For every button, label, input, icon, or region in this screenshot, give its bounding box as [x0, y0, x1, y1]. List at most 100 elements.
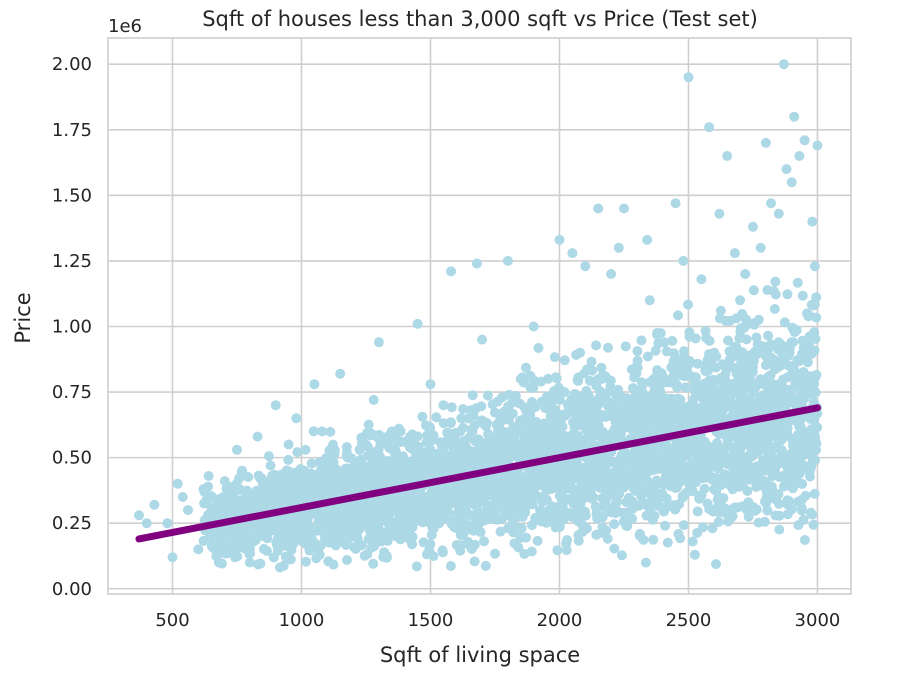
scatter-point: [662, 537, 673, 548]
scatter-point: [492, 496, 503, 507]
scatter-point: [776, 347, 787, 358]
scatter-point: [361, 428, 372, 439]
scatter-point: [463, 539, 474, 550]
scatter-point: [580, 510, 591, 521]
scatter-point: [652, 327, 663, 338]
scatter-point: [420, 493, 431, 504]
scatter-point: [793, 520, 804, 531]
scatter-point: [517, 511, 528, 522]
scatter-point: [646, 394, 657, 404]
scatter-point: [323, 556, 334, 567]
scatter-point: [291, 413, 302, 424]
scatter-point: [458, 422, 469, 433]
scatter-point: [417, 411, 428, 422]
scatter-point: [253, 470, 264, 481]
scatter-point: [201, 495, 212, 506]
scatter-point: [665, 446, 676, 456]
scatter-point: [574, 433, 585, 444]
scatter-point: [640, 557, 651, 568]
scatter-point: [349, 470, 360, 481]
scatter-point: [308, 543, 318, 554]
scatter-point: [654, 368, 664, 379]
scatter-point: [713, 463, 724, 474]
scatter-point: [526, 404, 537, 415]
x-tick-label: 3000: [795, 610, 841, 631]
scatter-point: [723, 335, 734, 346]
scatter-point: [528, 321, 539, 332]
scatter-point: [525, 430, 536, 440]
scatter-point: [722, 435, 733, 446]
scatter-point: [622, 521, 633, 532]
scatter-point: [673, 310, 683, 321]
scatter-point: [660, 479, 671, 490]
scatter-point: [768, 286, 779, 297]
scatter-point: [588, 492, 599, 503]
scatter-point: [636, 377, 647, 388]
scatter-point: [631, 360, 642, 371]
scatter-point: [573, 413, 584, 424]
y-offset-label: 1e6: [108, 16, 142, 37]
scatter-point: [392, 495, 403, 506]
scatter-point: [704, 122, 715, 133]
scatter-point: [755, 466, 766, 477]
scatter-point: [660, 520, 671, 531]
scatter-point: [609, 543, 620, 554]
y-tick-label: 1.75: [52, 120, 92, 141]
scatter-point: [232, 444, 242, 455]
scatter-point: [753, 517, 764, 528]
scatter-point: [340, 463, 351, 474]
scatter-point: [505, 441, 516, 452]
scatter-point: [581, 401, 592, 412]
scatter-point: [767, 471, 778, 482]
scatter-point: [467, 390, 478, 401]
scatter-point: [284, 528, 295, 539]
scatter-point: [811, 312, 822, 323]
scatter-point: [731, 313, 742, 324]
x-axis-label: Sqft of living space: [380, 643, 580, 667]
scatter-point: [452, 480, 463, 491]
scatter-point: [236, 495, 247, 506]
scatter-point: [679, 346, 689, 357]
scatter-point: [451, 452, 462, 463]
scatter-point: [527, 466, 538, 477]
scatter-point: [344, 509, 355, 520]
scatter-point: [512, 442, 523, 453]
scatter-point: [594, 431, 605, 442]
scatter-point: [674, 402, 685, 413]
scatter-point: [637, 398, 648, 409]
scatter-point: [722, 151, 733, 161]
scatter-point: [162, 518, 173, 529]
scatter-point: [726, 352, 737, 363]
scatter-point: [684, 356, 695, 367]
scatter-point: [557, 421, 568, 432]
scatter-point: [281, 465, 292, 476]
scatter-point: [508, 473, 519, 484]
scatter-point: [692, 506, 703, 517]
scatter-point: [632, 346, 643, 357]
scatter-point: [804, 338, 815, 348]
scatter-point: [553, 479, 564, 490]
scatter-point: [794, 497, 805, 508]
scatter-point: [770, 510, 781, 521]
scatter-point: [769, 304, 780, 314]
scatter-point: [231, 478, 242, 489]
scatter-point: [636, 335, 647, 346]
scatter-point: [786, 177, 797, 188]
scatter-point: [483, 428, 494, 439]
scatter-point: [251, 521, 262, 532]
scatter-point: [703, 410, 714, 421]
scatter-point: [365, 511, 376, 522]
scatter-point: [198, 484, 209, 495]
scatter-point: [649, 385, 660, 396]
scatter-point: [613, 242, 624, 253]
scatter-point: [274, 562, 285, 573]
scatter-point: [663, 397, 674, 408]
scatter-point: [423, 452, 434, 463]
scatter-point: [712, 494, 723, 505]
scatter-point: [605, 381, 616, 392]
scatter-point: [578, 493, 589, 504]
scatter-point: [659, 337, 670, 348]
scatter-point: [787, 504, 797, 515]
scatter-point: [689, 378, 700, 389]
y-tick-label: 1.50: [52, 185, 92, 206]
